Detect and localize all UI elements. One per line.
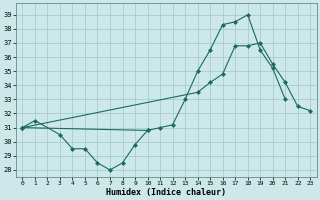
- X-axis label: Humidex (Indice chaleur): Humidex (Indice chaleur): [106, 188, 226, 197]
